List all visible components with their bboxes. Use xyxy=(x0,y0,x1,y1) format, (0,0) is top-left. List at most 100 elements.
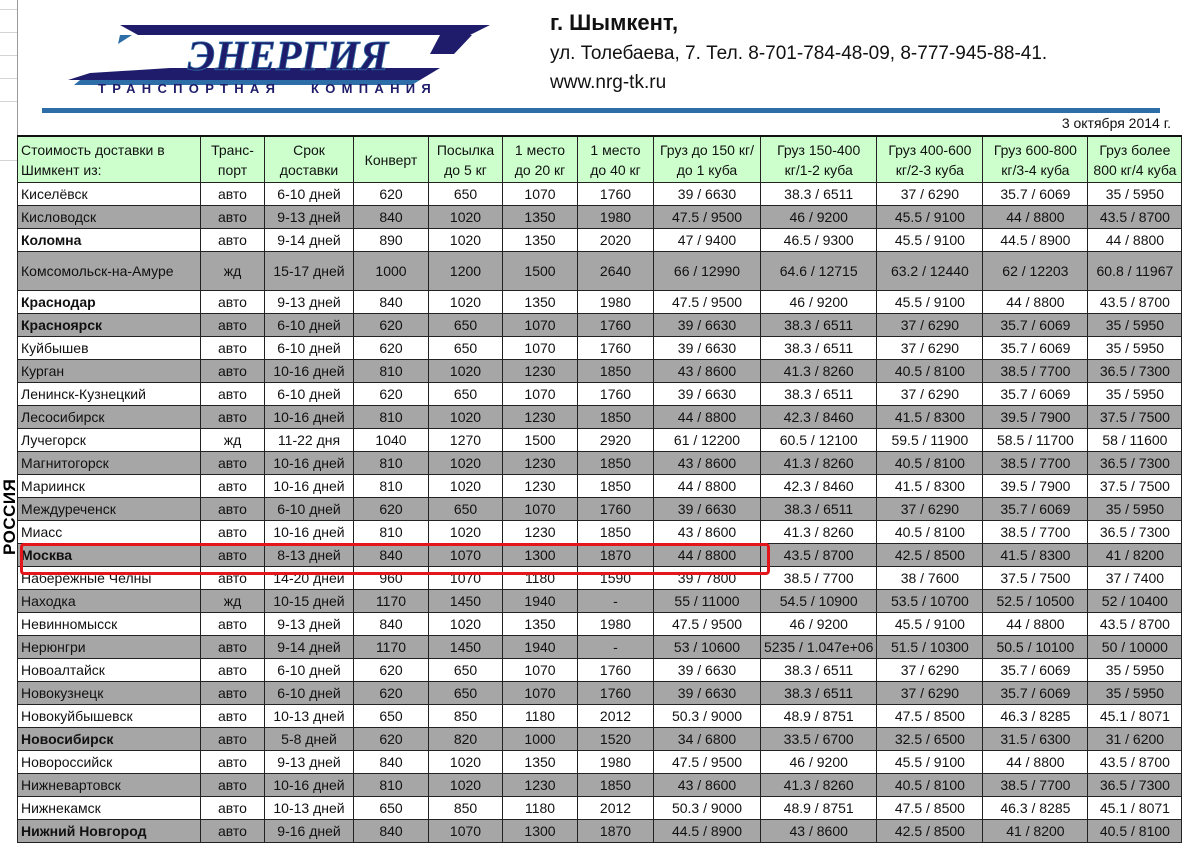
table-cell[interactable]: 41.3 / 8260 xyxy=(759,520,878,544)
table-cell[interactable]: 1760 xyxy=(577,497,654,521)
table-cell[interactable]: 1350 xyxy=(502,612,578,636)
table-cell[interactable]: 1070 xyxy=(428,566,503,590)
table-cell[interactable]: 45.1 / 8071 xyxy=(1087,796,1183,820)
table-cell[interactable]: авто xyxy=(200,704,265,728)
table-cell[interactable]: 1070 xyxy=(428,819,503,843)
table-cell[interactable]: 61 / 12200 xyxy=(653,428,761,452)
table-cell[interactable]: 46 / 9200 xyxy=(759,290,878,314)
city-cell[interactable]: Миасс xyxy=(17,520,201,544)
table-cell[interactable]: 51.5 / 10300 xyxy=(876,635,984,659)
table-cell[interactable]: 37.5 / 7500 xyxy=(1087,474,1183,498)
table-cell[interactable]: 810 xyxy=(353,773,429,797)
table-cell[interactable]: 52 / 10400 xyxy=(1087,589,1183,613)
table-cell[interactable]: 35.7 / 6069 xyxy=(982,497,1089,521)
table-cell[interactable]: 1020 xyxy=(428,773,503,797)
table-cell[interactable]: 1870 xyxy=(577,543,654,567)
table-cell[interactable]: 2640 xyxy=(577,251,654,291)
table-cell[interactable]: авто xyxy=(200,474,265,498)
table-cell[interactable]: 38.3 / 6511 xyxy=(759,658,878,682)
table-cell[interactable]: авто xyxy=(200,520,265,544)
table-cell[interactable]: 63.2 / 12440 xyxy=(876,251,984,291)
table-cell[interactable]: 1230 xyxy=(502,474,578,498)
city-cell[interactable]: Невинномысск xyxy=(17,612,201,636)
table-cell[interactable]: авто xyxy=(200,290,265,314)
table-cell[interactable]: авто xyxy=(200,566,265,590)
table-cell[interactable]: 1450 xyxy=(428,635,503,659)
table-cell[interactable]: 1500 xyxy=(502,428,578,452)
table-cell[interactable]: авто xyxy=(200,182,265,206)
table-cell[interactable]: 960 xyxy=(353,566,429,590)
table-cell[interactable]: 44 / 8800 xyxy=(1087,228,1183,252)
table-cell[interactable]: 650 xyxy=(428,182,503,206)
table-cell[interactable]: 1020 xyxy=(428,612,503,636)
table-cell[interactable]: жд xyxy=(200,428,265,452)
city-cell[interactable]: Лесосибирск xyxy=(17,405,201,429)
table-cell[interactable]: 38.3 / 6511 xyxy=(759,497,878,521)
table-cell[interactable]: 43.5 / 8700 xyxy=(1087,205,1183,229)
table-cell[interactable]: 46 / 9200 xyxy=(759,205,878,229)
table-cell[interactable]: 31.5 / 6300 xyxy=(982,727,1089,751)
table-cell[interactable]: 5235 / 1.047e+06 xyxy=(759,635,878,659)
table-cell[interactable]: 1850 xyxy=(577,520,654,544)
table-cell[interactable]: 58 / 11600 xyxy=(1087,428,1183,452)
table-cell[interactable]: 42.3 / 8460 xyxy=(759,474,878,498)
table-cell[interactable]: 37 / 6290 xyxy=(876,182,984,206)
table-cell[interactable]: 48.9 / 8751 xyxy=(759,796,878,820)
table-cell[interactable]: авто xyxy=(200,819,265,843)
column-header[interactable]: Конверт xyxy=(353,135,429,183)
city-cell[interactable]: Новокуйбышевск xyxy=(17,704,201,728)
table-cell[interactable]: 35 / 5950 xyxy=(1087,658,1183,682)
table-cell[interactable]: 35.7 / 6069 xyxy=(982,382,1089,406)
table-cell[interactable]: 1020 xyxy=(428,228,503,252)
table-cell[interactable]: 60.8 / 11967 xyxy=(1087,251,1183,291)
table-cell[interactable]: 820 xyxy=(428,727,503,751)
table-cell[interactable]: 6-10 дней xyxy=(264,336,354,360)
table-cell[interactable]: 47.5 / 9500 xyxy=(653,612,761,636)
table-cell[interactable]: 1350 xyxy=(502,750,578,774)
table-cell[interactable]: авто xyxy=(200,451,265,475)
city-cell[interactable]: Коломна xyxy=(17,228,201,252)
city-cell[interactable]: Краснодар xyxy=(17,290,201,314)
city-cell[interactable]: Новокузнецк xyxy=(17,681,201,705)
column-header[interactable]: Транс-порт xyxy=(200,135,265,183)
table-cell[interactable]: 38.3 / 6511 xyxy=(759,336,878,360)
table-cell[interactable]: 41.5 / 8300 xyxy=(876,405,984,429)
table-cell[interactable]: 31 / 6200 xyxy=(1087,727,1183,751)
table-cell[interactable]: 35 / 5950 xyxy=(1087,182,1183,206)
table-cell[interactable]: 43.5 / 8700 xyxy=(1087,612,1183,636)
city-cell[interactable]: Кисловодск xyxy=(17,205,201,229)
table-cell[interactable]: 6-10 дней xyxy=(264,681,354,705)
table-cell[interactable]: 43 / 8600 xyxy=(653,520,761,544)
table-cell[interactable]: 48.9 / 8751 xyxy=(759,704,878,728)
column-header[interactable]: Груз 600-800 кг/3-4 куба xyxy=(982,135,1089,183)
table-cell[interactable]: 37 / 6290 xyxy=(876,658,984,682)
table-cell[interactable]: 43 / 8600 xyxy=(653,359,761,383)
table-cell[interactable]: 50 / 10000 xyxy=(1087,635,1183,659)
table-cell[interactable]: 44.5 / 8900 xyxy=(653,819,761,843)
table-cell[interactable]: 45.1 / 8071 xyxy=(1087,704,1183,728)
table-cell[interactable]: 37 / 6290 xyxy=(876,681,984,705)
table-cell[interactable]: 47 / 9400 xyxy=(653,228,761,252)
table-cell[interactable]: 850 xyxy=(428,704,503,728)
city-cell[interactable]: Куйбышев xyxy=(17,336,201,360)
table-cell[interactable]: авто xyxy=(200,773,265,797)
table-cell[interactable]: 37 / 6290 xyxy=(876,382,984,406)
table-cell[interactable]: 41 / 8200 xyxy=(982,819,1089,843)
table-cell[interactable]: 1180 xyxy=(502,566,578,590)
table-cell[interactable]: 1020 xyxy=(428,359,503,383)
city-cell[interactable]: Новоалтайск xyxy=(17,658,201,682)
table-cell[interactable]: авто xyxy=(200,796,265,820)
table-cell[interactable]: 43.5 / 8700 xyxy=(1087,750,1183,774)
table-cell[interactable]: 45.5 / 9100 xyxy=(876,612,984,636)
table-cell[interactable]: 46.3 / 8285 xyxy=(982,796,1089,820)
table-cell[interactable]: 10-16 дней xyxy=(264,451,354,475)
table-cell[interactable]: 43.5 / 8700 xyxy=(1087,290,1183,314)
table-cell[interactable]: 38.5 / 7700 xyxy=(982,773,1089,797)
table-cell[interactable]: 47.5 / 8500 xyxy=(876,704,984,728)
table-cell[interactable]: 44 / 8800 xyxy=(653,405,761,429)
table-cell[interactable]: 47.5 / 9500 xyxy=(653,205,761,229)
table-cell[interactable]: 44 / 8800 xyxy=(982,750,1089,774)
column-header[interactable]: Груз более 800 кг/4 куба xyxy=(1087,135,1183,183)
table-cell[interactable]: 15-17 дней xyxy=(264,251,354,291)
table-cell[interactable]: 2012 xyxy=(577,704,654,728)
